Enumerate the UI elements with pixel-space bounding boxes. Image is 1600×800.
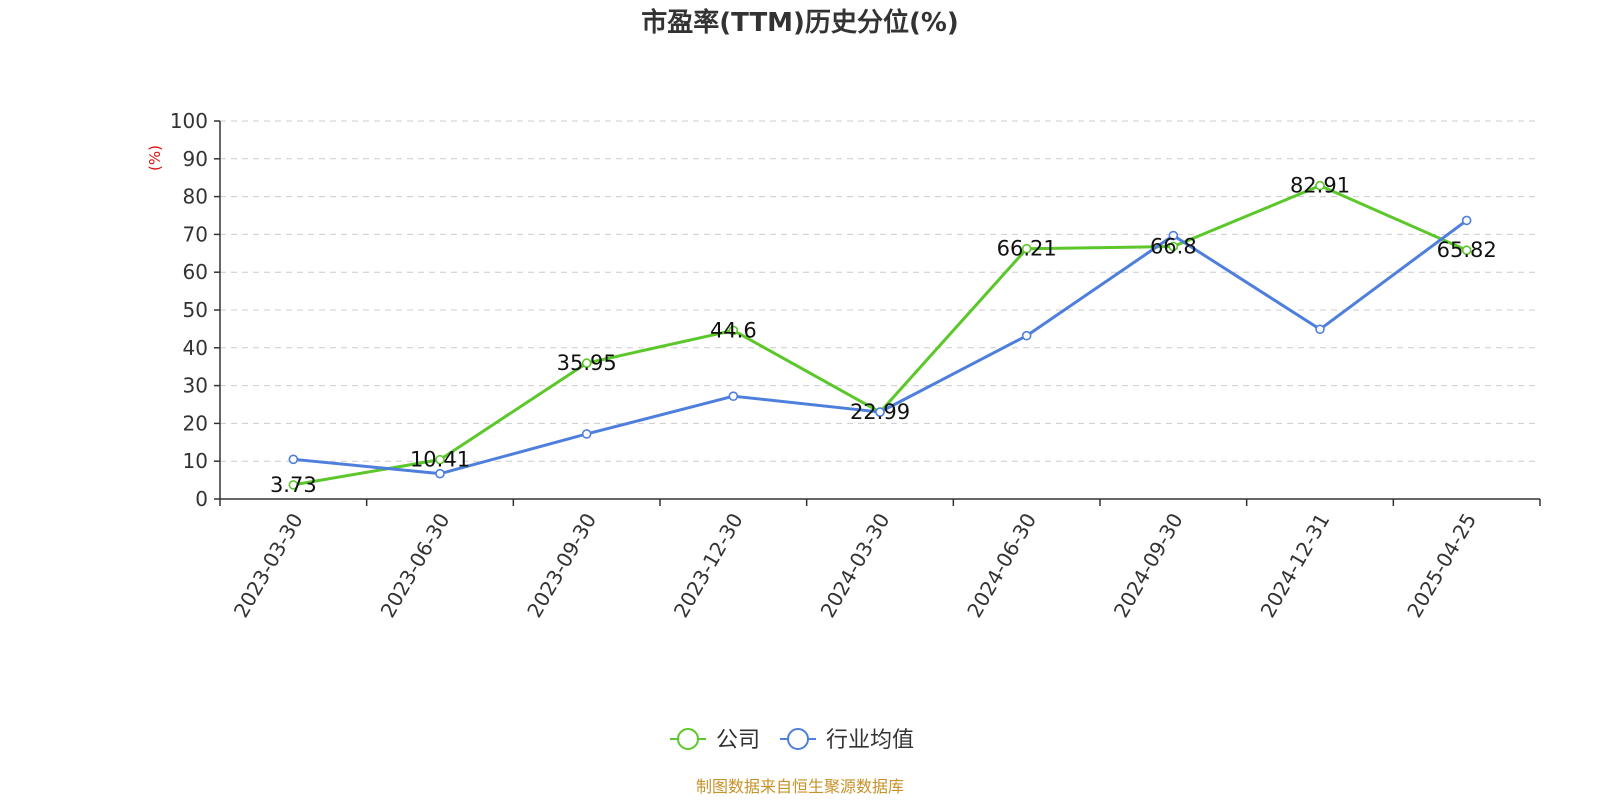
- data-label: 3.73: [270, 473, 317, 497]
- data-point[interactable]: [728, 391, 739, 401]
- legend-swatch-marker: [787, 728, 809, 750]
- data-point[interactable]: [288, 480, 299, 490]
- y-tick-label: 20: [183, 411, 208, 435]
- data-label: 44.6: [710, 318, 757, 342]
- x-tick-label: 2023-09-30: [522, 509, 601, 622]
- x-tick-label: 2024-12-31: [1255, 509, 1334, 622]
- data-label: 66.8: [1150, 234, 1197, 258]
- data-point[interactable]: [1315, 180, 1325, 191]
- data-point[interactable]: [1461, 245, 1472, 256]
- data-point[interactable]: [1461, 215, 1472, 226]
- data-point[interactable]: [1315, 324, 1325, 335]
- y-tick-label: 10: [183, 449, 208, 473]
- series-line-1: [293, 184, 1468, 487]
- y-tick-label: 50: [183, 298, 208, 322]
- series-line-2: [293, 219, 1468, 476]
- y-tick-label: 80: [183, 185, 208, 209]
- y-tick-label: 60: [183, 260, 208, 284]
- data-point[interactable]: [435, 454, 445, 465]
- grid-lines: [220, 120, 1540, 462]
- data-point[interactable]: [728, 325, 739, 336]
- data-point[interactable]: [1021, 243, 1032, 254]
- data-source-note: 制图数据来自恒生聚源数据库: [696, 777, 904, 796]
- x-tick-label: 2024-03-30: [815, 509, 894, 622]
- x-tick-label: 2024-06-30: [962, 509, 1041, 622]
- y-axis-unit-label: (%): [146, 145, 164, 171]
- y-tick-label: 30: [183, 374, 208, 398]
- y-tick-label: 70: [183, 222, 208, 246]
- legend-swatch-marker: [677, 728, 699, 750]
- chart-title: 市盈率(TTM)历史分位(%): [641, 7, 959, 38]
- y-tick-label: 100: [170, 109, 208, 133]
- legend-label: 行业均值: [826, 728, 914, 753]
- legend-item-2[interactable]: 行业均值: [780, 728, 914, 753]
- data-labels: 3.73 10.41 35.95 44.6 22.99 66.21 66.8 82.91 65.…: [270, 174, 1497, 497]
- data-label: 22.99: [850, 400, 910, 424]
- legend-item-1[interactable]: 公司: [670, 728, 760, 753]
- data-label: 66.21: [997, 237, 1057, 261]
- data-point[interactable]: [581, 429, 592, 439]
- data-label: 35.95: [557, 351, 617, 375]
- data-point[interactable]: [1168, 241, 1179, 252]
- data-label: 65.82: [1437, 238, 1497, 262]
- data-point[interactable]: [1021, 330, 1032, 341]
- data-point[interactable]: [875, 407, 885, 417]
- y-tick-label: 90: [183, 147, 208, 171]
- x-tick-label: 2025-04-25: [1402, 509, 1481, 622]
- legend-label: 公司: [716, 728, 760, 753]
- x-tick-label: 2023-12-30: [669, 509, 748, 622]
- legend[interactable]: 公司 行业均值: [670, 728, 914, 753]
- x-tick-label: 2024-09-30: [1109, 509, 1188, 622]
- data-point[interactable]: [1168, 230, 1179, 241]
- data-point[interactable]: [581, 358, 592, 368]
- data-label: 82.91: [1290, 174, 1350, 198]
- y-tick-label: 40: [183, 336, 208, 360]
- data-point[interactable]: [435, 468, 445, 479]
- x-tick-label: 2023-03-30: [229, 509, 308, 622]
- y-tick-label: 0: [195, 487, 208, 511]
- data-label: 10.41: [410, 448, 470, 472]
- series-layer: [288, 180, 1472, 490]
- data-point[interactable]: [288, 454, 299, 465]
- x-tick-label: 2023-06-30: [375, 509, 454, 622]
